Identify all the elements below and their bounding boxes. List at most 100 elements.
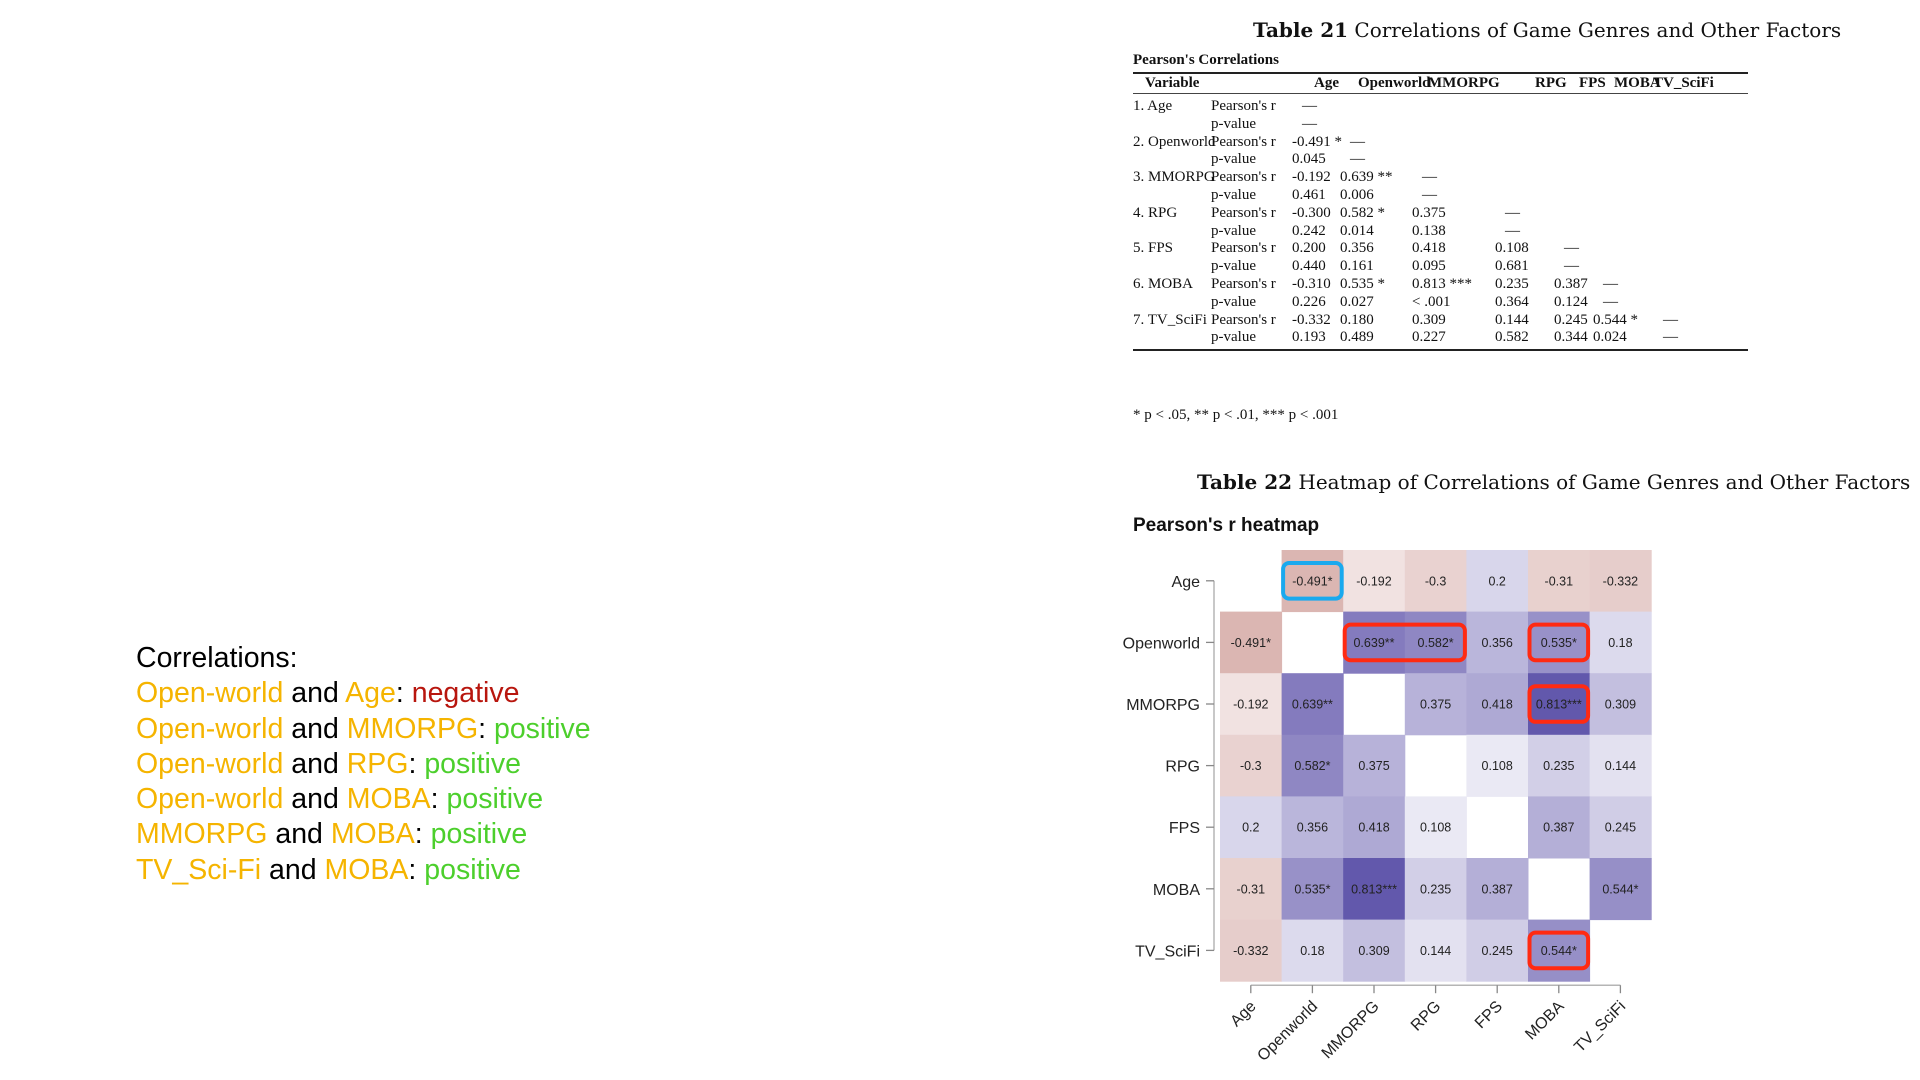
row-statistic: Pearson's r — [1211, 311, 1276, 328]
heatmap-cell-label: 0.418 — [1358, 821, 1389, 835]
heatmap-cell — [1404, 796, 1467, 859]
table-cell: 0.014 — [1340, 222, 1374, 239]
table-cell: 0.200 — [1292, 240, 1326, 257]
notes-connector: and — [261, 853, 325, 886]
table22-caption-text: Heatmap of Correlations of Game Genres a… — [1292, 470, 1911, 494]
table-cell: 0.364 — [1495, 293, 1529, 310]
row-variable: 2. Openworld — [1133, 133, 1216, 150]
notes-heading: Correlations: — [136, 642, 298, 674]
y-tick-label: FPS — [1169, 820, 1200, 837]
heatmap-cell — [1281, 796, 1344, 859]
notes-term-a: TV_Sci-Fi — [136, 853, 262, 886]
table-cell: — — [1505, 204, 1520, 221]
x-tick-label: MOBA — [1522, 998, 1568, 1044]
heatmap-cell-label: 0.418 — [1482, 698, 1513, 712]
notes-item: Open-world and RPG: positive — [136, 747, 591, 782]
table-cell: 0.681 — [1495, 258, 1529, 275]
heatmap-cell-label: 0.309 — [1605, 698, 1636, 712]
highlight-box — [1527, 622, 1591, 663]
heatmap-cell-label: 0.375 — [1358, 759, 1389, 773]
column-header: TV_SciFi — [1653, 75, 1714, 91]
heatmap-cell — [1281, 919, 1344, 982]
table-cell: 0.227 — [1412, 329, 1446, 346]
notes-colon: : — [414, 818, 431, 851]
table-header-rule — [1133, 93, 1748, 94]
table-cell: 0.242 — [1292, 222, 1326, 239]
highlight-box — [1527, 930, 1591, 971]
highlight-box — [1342, 622, 1467, 663]
table-cell: — — [1350, 151, 1365, 168]
table-cell: 0.387 — [1554, 276, 1588, 292]
table-cell: -0.300 — [1292, 204, 1331, 221]
heatmap-cell-label: 0.245 — [1605, 821, 1636, 835]
row-variable: 6. MOBA — [1133, 276, 1194, 292]
heatmap-cell-label: -0.192 — [1356, 574, 1391, 588]
table-cell: — — [1603, 276, 1618, 292]
table-cell: 0.027 — [1340, 293, 1374, 310]
notes-connector: and — [283, 712, 347, 745]
notes-connector: and — [283, 747, 347, 780]
heatmap-cell — [1220, 734, 1283, 797]
y-tick-label: TV_SciFi — [1135, 943, 1200, 960]
heatmap-cell-label: 0.2 — [1489, 574, 1506, 588]
row-statistic: p-value — [1211, 258, 1256, 275]
row-variable: 7. TV_SciFi — [1133, 311, 1207, 328]
heatmap-cell-label: 0.356 — [1482, 636, 1513, 650]
x-tick-label: Age — [1227, 998, 1259, 1030]
row-statistic: Pearson's r — [1211, 133, 1276, 150]
table-cell: — — [1603, 293, 1618, 310]
table21-caption: Table 21 Correlations of Game Genres and… — [1253, 18, 1841, 42]
table-cell: 0.095 — [1412, 258, 1446, 275]
row-statistic: p-value — [1211, 222, 1256, 239]
table-cell: 0.045 — [1292, 151, 1326, 168]
notes-sign: positive — [446, 783, 544, 816]
heatmap-cell — [1343, 796, 1406, 859]
column-header: Variable — [1145, 75, 1200, 91]
table-cell: — — [1663, 329, 1678, 346]
column-header: FPS — [1579, 75, 1606, 91]
notes-item: Open-world and Age: negative — [136, 676, 591, 711]
row-variable: 1. Age — [1133, 98, 1173, 114]
table21-subtitle: Pearson's Correlations — [1133, 52, 1279, 68]
table21-caption-text: Correlations of Game Genres and Other Fa… — [1348, 18, 1842, 42]
table-cell: 0.161 — [1340, 258, 1374, 275]
row-statistic: Pearson's r — [1211, 169, 1276, 186]
notes-term-b: RPG — [346, 747, 409, 780]
heatmap-cell — [1466, 611, 1529, 674]
table-cell: — — [1350, 133, 1365, 150]
table-cell: 0.489 — [1340, 329, 1374, 346]
heatmap-cell — [1589, 673, 1652, 736]
x-tick-label: RPG — [1408, 998, 1445, 1035]
notes-term-b: MOBA — [330, 818, 415, 851]
heatmap-cell-label: 0.813*** — [1536, 698, 1582, 712]
table-top-rule — [1133, 72, 1748, 74]
heatmap-cell — [1466, 673, 1529, 736]
heatmap-cell — [1528, 734, 1591, 797]
table-cell: — — [1302, 98, 1317, 114]
heatmap-cell — [1220, 919, 1283, 982]
notes-sign: negative — [411, 677, 520, 710]
heatmap-cell — [1589, 734, 1652, 797]
heatmap-cell — [1220, 611, 1283, 674]
heatmap-cell — [1281, 673, 1344, 736]
notes-term-b: MOBA — [346, 783, 431, 816]
table-cell: — — [1663, 311, 1678, 328]
heatmap-cell-label: -0.491* — [1292, 574, 1332, 588]
row-statistic: p-value — [1211, 293, 1256, 310]
notes-item: Open-world and MOBA: positive — [136, 782, 591, 817]
heatmap-cell-label: -0.332 — [1603, 574, 1638, 588]
table-cell: 0.344 — [1554, 329, 1588, 346]
notes-colon: : — [395, 677, 412, 710]
notes-colon: : — [430, 783, 447, 816]
notes-connector: and — [283, 783, 347, 816]
heatmap-cell-label: 0.235 — [1420, 882, 1451, 896]
column-header: RPG — [1535, 75, 1567, 91]
row-statistic: p-value — [1211, 151, 1256, 168]
highlight-box — [1281, 561, 1344, 601]
heatmap-cell — [1281, 550, 1344, 613]
heatmap-cell-label: 0.2 — [1242, 821, 1259, 835]
notes-colon: : — [408, 853, 425, 886]
heatmap-cell-label: -0.3 — [1425, 574, 1447, 588]
x-tick-label: Openworld — [1254, 998, 1321, 1065]
